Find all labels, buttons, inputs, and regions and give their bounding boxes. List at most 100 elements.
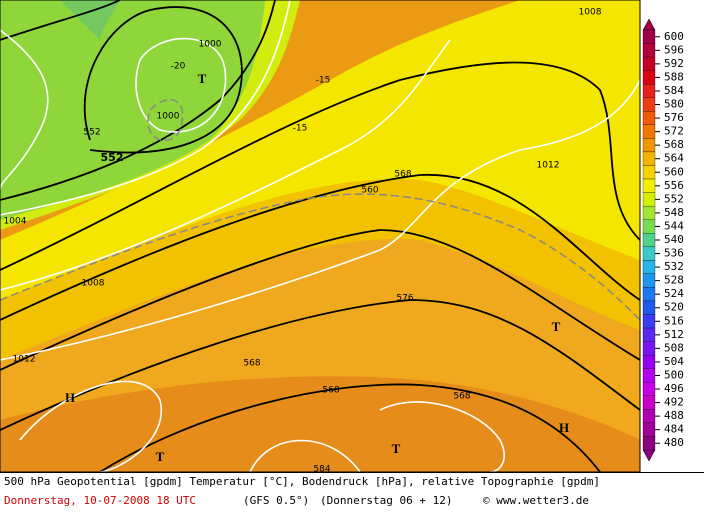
- footer-model: (GFS 0.5°): [243, 494, 309, 507]
- colorbar-cell: [642, 246, 656, 261]
- map-label: T: [392, 441, 401, 456]
- colorbar-cell: [642, 97, 656, 112]
- map-shape: [83, 6, 243, 154]
- colorbar-cell: [642, 395, 656, 410]
- colorbar-label: 568: [664, 138, 684, 151]
- colorbar-label: 584: [664, 84, 684, 97]
- colorbar-cell: [642, 84, 656, 98]
- map-shape: [0, 0, 291, 216]
- colorbar-cell: [642, 43, 656, 58]
- map-label: T: [552, 319, 561, 334]
- map-label: 552: [101, 151, 124, 164]
- colorbar-label: 496: [664, 382, 684, 395]
- map-shape: [642, 18, 656, 31]
- colorbar-cell: [642, 29, 656, 44]
- map-label: -15: [316, 76, 331, 86]
- map-label: T: [198, 71, 207, 86]
- map-shape: [19, 380, 163, 473]
- map-shape: [135, 37, 227, 133]
- colorbar-cell: [642, 111, 656, 125]
- map-label: -20: [171, 62, 186, 72]
- map-label: 560: [361, 186, 378, 196]
- map-shape: [0, 0, 641, 473]
- colorbar-label: 528: [664, 274, 684, 287]
- footer-run: (Donnerstag 06 + 12): [320, 494, 452, 507]
- map-shape: [0, 174, 641, 321]
- map-labels: 1000 -20 T 1000 552 552 1008 -15 -15 568…: [4, 8, 602, 475]
- colorbar-cell: [642, 273, 656, 288]
- colorbar-cell: [642, 327, 656, 342]
- map-shape: [0, 99, 641, 321]
- colorbar-label: 532: [664, 260, 684, 273]
- colorbar-cell: [642, 165, 656, 180]
- colorbar-label: 540: [664, 233, 684, 246]
- colorbar-cell: [642, 205, 656, 220]
- map-label: 552: [83, 128, 100, 138]
- colorbar-cell: [642, 56, 656, 71]
- colorbar-cell: [642, 219, 656, 234]
- footer-description: 500 hPa Geopotential [gpdm] Temperatur […: [4, 475, 600, 488]
- colorbar-cell: [642, 355, 656, 369]
- colorbar-label: 500: [664, 368, 684, 381]
- colorbar-cell: [642, 260, 656, 275]
- map-label: 1000: [199, 40, 222, 50]
- colorbar-cell: [642, 368, 656, 383]
- map-label: 568: [243, 359, 260, 369]
- colorbar-cell: [642, 138, 656, 153]
- map-shape: [642, 449, 656, 462]
- map-shape: [99, 383, 601, 473]
- colorbar-cell: [642, 300, 656, 315]
- footer-date: Donnerstag, 10-07-2008 18 UTC: [4, 494, 196, 507]
- map-shape: [0, 229, 641, 371]
- map-shape: [0, 299, 641, 431]
- colorbar-label: 564: [664, 152, 684, 165]
- colorbar-cell: [642, 70, 656, 85]
- map-label: 584: [313, 465, 330, 475]
- map-label: 1000: [157, 112, 180, 122]
- map-shape: [0, 193, 641, 321]
- map-shape: [0, 79, 641, 361]
- colorbar-label: 488: [664, 409, 684, 422]
- colorbar-label: 504: [664, 355, 684, 368]
- colorbar-label: 588: [664, 70, 684, 83]
- map-label: 1012: [13, 355, 36, 365]
- colorbar-cell: [642, 233, 656, 247]
- map-shape: [0, 0, 121, 41]
- map-shape: [60, 0, 120, 40]
- colorbar-label: 572: [664, 125, 684, 138]
- colorbar-label: 492: [664, 396, 684, 409]
- map-shape: [0, 29, 49, 191]
- colorbar-label: 556: [664, 179, 684, 192]
- map-label: 568: [453, 392, 470, 402]
- map-shape: [0, 39, 451, 291]
- colorbar-cell: [642, 382, 656, 396]
- map-shape: [379, 401, 505, 473]
- colorbar-label: 516: [664, 314, 684, 327]
- colorbar-cell: [642, 287, 656, 302]
- colorbar-label: 600: [664, 30, 684, 43]
- colorbar-label: 580: [664, 98, 684, 111]
- map-label: 1012: [537, 161, 560, 171]
- map-shape: [0, 0, 640, 300]
- map-label: T: [156, 449, 165, 464]
- map-shape: [0, 0, 276, 201]
- colorbar-cell: [642, 178, 656, 193]
- colorbar-cell: [642, 151, 656, 166]
- map: [0, 0, 641, 473]
- map-shape: [249, 439, 361, 473]
- map-shape: [0, 0, 641, 473]
- map-label: H: [559, 420, 569, 435]
- colorbar-cell: [642, 314, 656, 329]
- colorbar-label: 544: [664, 219, 684, 232]
- colorbar-label: 480: [664, 436, 684, 449]
- map-label: 1008: [82, 279, 105, 289]
- colorbar-cell: [642, 341, 656, 356]
- colorbar-label: 592: [664, 57, 684, 70]
- map-shape: [0, 0, 265, 220]
- colorbar-cell: [642, 409, 656, 424]
- colorbar-label: 560: [664, 165, 684, 178]
- colorbar-label: 520: [664, 301, 684, 314]
- map-label: 576: [396, 294, 413, 304]
- colorbar-label: 512: [664, 328, 684, 341]
